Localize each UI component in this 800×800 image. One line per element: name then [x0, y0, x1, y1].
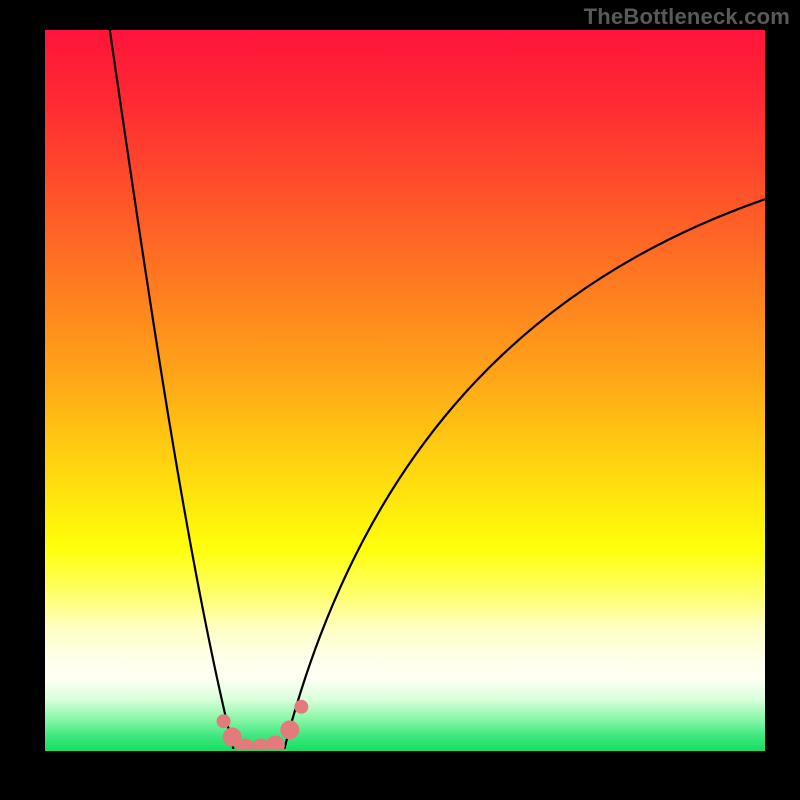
watermark-text: TheBottleneck.com [584, 4, 790, 30]
trough-marker [280, 720, 299, 739]
trough-marker [217, 714, 231, 728]
plot-gradient-background [45, 30, 765, 750]
chart-container: TheBottleneck.com [0, 0, 800, 800]
bottleneck-chart [0, 0, 800, 800]
trough-marker [294, 700, 308, 714]
